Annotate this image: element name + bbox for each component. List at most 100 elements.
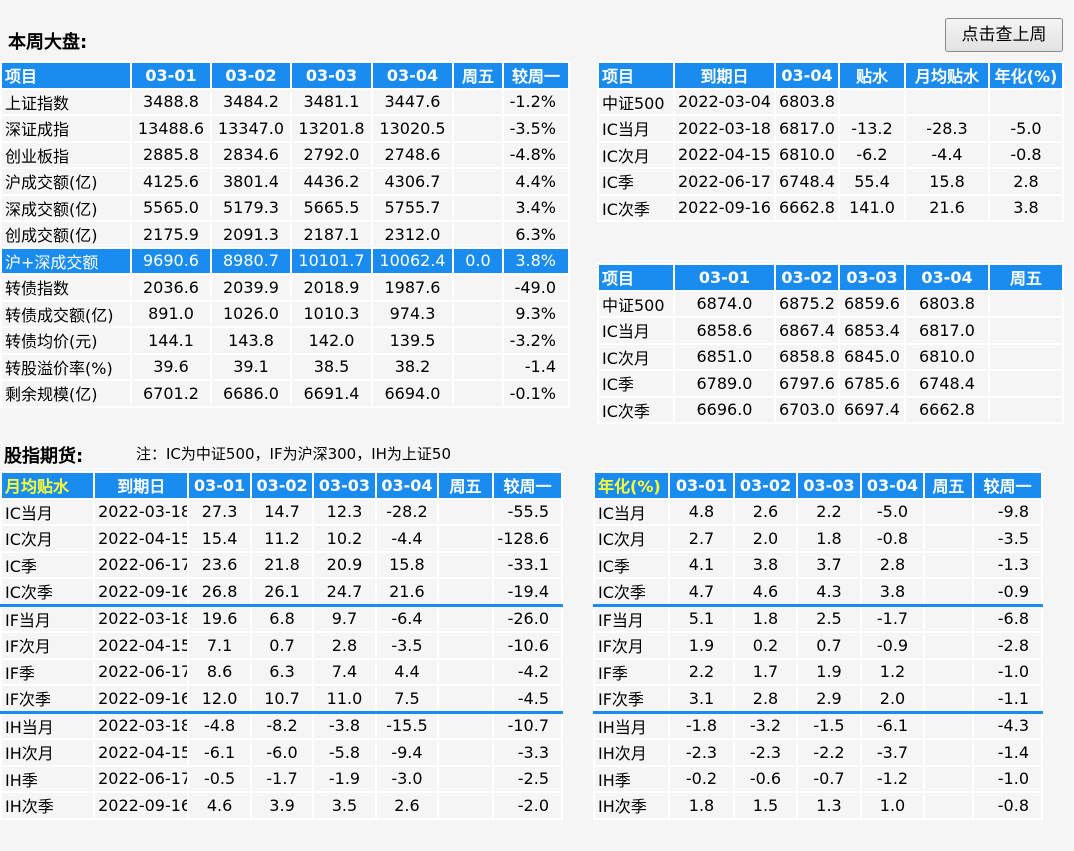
column-header[interactable]: 03-03 [796, 471, 862, 500]
table-cell: 2022-06-17 [93, 550, 190, 579]
row-label: IC次月 [597, 342, 675, 371]
column-header[interactable]: 03-04 [371, 61, 454, 90]
table-row: IH当月 -1.8 -3.2 -1.5 -6.1 -4.3 [593, 711, 1043, 740]
column-header[interactable]: 到期日 [673, 61, 776, 90]
table-cell: 6803.8 [904, 289, 990, 318]
table-cell: 2022-03-04 [673, 87, 776, 116]
table-cell: 5179.3 [210, 193, 292, 222]
table-cell: -5.0 [988, 114, 1064, 143]
table-cell: -4.2 [491, 657, 564, 686]
table-cell: 6817.0 [774, 114, 840, 143]
column-header[interactable]: 03-04 [860, 471, 925, 500]
table-cell: -1.7 [249, 764, 315, 793]
table-cell: -6.2 [838, 140, 906, 169]
table-cell: -9.8 [972, 497, 1043, 526]
table-cell: 6859.6 [838, 289, 906, 318]
table-cell: 3.8 [733, 550, 798, 579]
table-cell [452, 352, 504, 381]
table-cell [923, 631, 974, 660]
column-header[interactable]: 周五 [923, 471, 974, 500]
table-cell: -2.0 [491, 791, 564, 820]
table-cell: -6.0 [249, 738, 315, 767]
table-cell [437, 657, 494, 686]
column-header[interactable]: 03-01 [668, 471, 735, 500]
column-header[interactable]: 较周一 [502, 61, 570, 90]
column-header[interactable]: 周五 [437, 471, 494, 500]
row-label: 转债均价(元) [0, 326, 132, 355]
table-cell: 3.8 [988, 193, 1064, 222]
column-header[interactable]: 03-02 [249, 471, 315, 500]
table-cell [988, 395, 1064, 424]
column-header[interactable]: 周五 [452, 61, 504, 90]
column-header[interactable]: 月均贴水 [0, 471, 96, 500]
table-cell: 4.6 [187, 791, 252, 820]
table-cell: 2022-06-17 [93, 657, 190, 686]
table-cell: 39.6 [130, 352, 212, 381]
table-cell: -4.8% [502, 140, 570, 169]
table-row: 转债均价(元) 144.1 143.8 142.0 139.5 -3.2% [0, 326, 570, 355]
column-header[interactable]: 周五 [988, 263, 1064, 292]
table-cell: 10062.4 [371, 246, 454, 275]
column-header[interactable]: 年化(%) [988, 61, 1064, 90]
column-header[interactable]: 03-01 [130, 61, 212, 90]
table-cell [923, 711, 974, 740]
table-cell: -26.0 [491, 604, 564, 633]
table-cell [452, 87, 504, 116]
column-header[interactable]: 03-02 [774, 263, 840, 292]
table-cell: 6785.6 [838, 369, 906, 398]
table-cell: 4.4% [502, 167, 570, 196]
table-cell: 9690.6 [130, 246, 212, 275]
column-header[interactable]: 较周一 [491, 471, 564, 500]
table-cell: 4.1 [668, 550, 735, 579]
table-cell: 6748.4 [904, 369, 990, 398]
column-header[interactable]: 03-04 [904, 263, 990, 292]
column-header[interactable]: 03-04 [774, 61, 840, 90]
table-cell: 2.0 [860, 684, 925, 714]
table-cell: 11.2 [249, 524, 315, 553]
column-header[interactable]: 03-01 [187, 471, 252, 500]
table-cell: -55.5 [491, 497, 564, 526]
column-header[interactable]: 项目 [597, 263, 675, 292]
table-cell: 3.5 [312, 791, 377, 820]
column-header[interactable]: 较周一 [972, 471, 1043, 500]
table-cell: 55.4 [838, 167, 906, 196]
table-cell: 1010.3 [290, 299, 373, 328]
table-cell: 2.2 [668, 657, 735, 686]
table-cell: 5665.5 [290, 193, 373, 222]
column-header[interactable]: 03-02 [210, 61, 292, 90]
column-header[interactable]: 03-02 [733, 471, 798, 500]
row-label: IF季 [0, 657, 96, 686]
view-last-week-button[interactable]: 点击查上周 [945, 18, 1063, 52]
table-cell: -128.6 [491, 524, 564, 553]
table-cell: -5.8 [312, 738, 377, 767]
column-header[interactable]: 月均贴水 [904, 61, 990, 90]
column-header[interactable]: 贴水 [838, 61, 906, 90]
table-cell: 19.6 [187, 604, 252, 633]
row-label: IF次季 [0, 684, 96, 714]
table-cell: 1.9 [668, 631, 735, 660]
column-header[interactable]: 项目 [0, 61, 132, 90]
table-cell: -10.6 [491, 631, 564, 660]
column-header[interactable]: 03-03 [838, 263, 906, 292]
table-cell: 12.3 [312, 497, 377, 526]
table-cell: 13201.8 [290, 114, 373, 143]
table-cell: -1.5 [796, 711, 862, 740]
table-cell: 2748.6 [371, 140, 454, 169]
table-row: IF当月 5.1 1.8 2.5 -1.7 -6.8 [593, 604, 1043, 633]
column-header[interactable]: 03-03 [312, 471, 377, 500]
table-cell: 142.0 [290, 326, 373, 355]
column-header[interactable]: 到期日 [93, 471, 190, 500]
row-label: 中证500 [597, 289, 675, 318]
column-header[interactable]: 年化(%) [593, 471, 670, 500]
table-cell: 6853.4 [838, 316, 906, 345]
column-header[interactable]: 03-04 [374, 471, 440, 500]
table-row: IF次季 2022-09-16 12.0 10.7 11.0 7.5 -4.5 [0, 684, 564, 714]
column-header[interactable]: 03-03 [290, 61, 373, 90]
table-cell: 6696.0 [673, 395, 776, 424]
column-header[interactable]: 项目 [597, 61, 675, 90]
table-cell: -3.5% [502, 114, 570, 143]
table-cell [904, 87, 990, 116]
table-cell: -2.3 [668, 738, 735, 767]
column-header[interactable]: 03-01 [673, 263, 776, 292]
table-cell: -0.8 [988, 140, 1064, 169]
